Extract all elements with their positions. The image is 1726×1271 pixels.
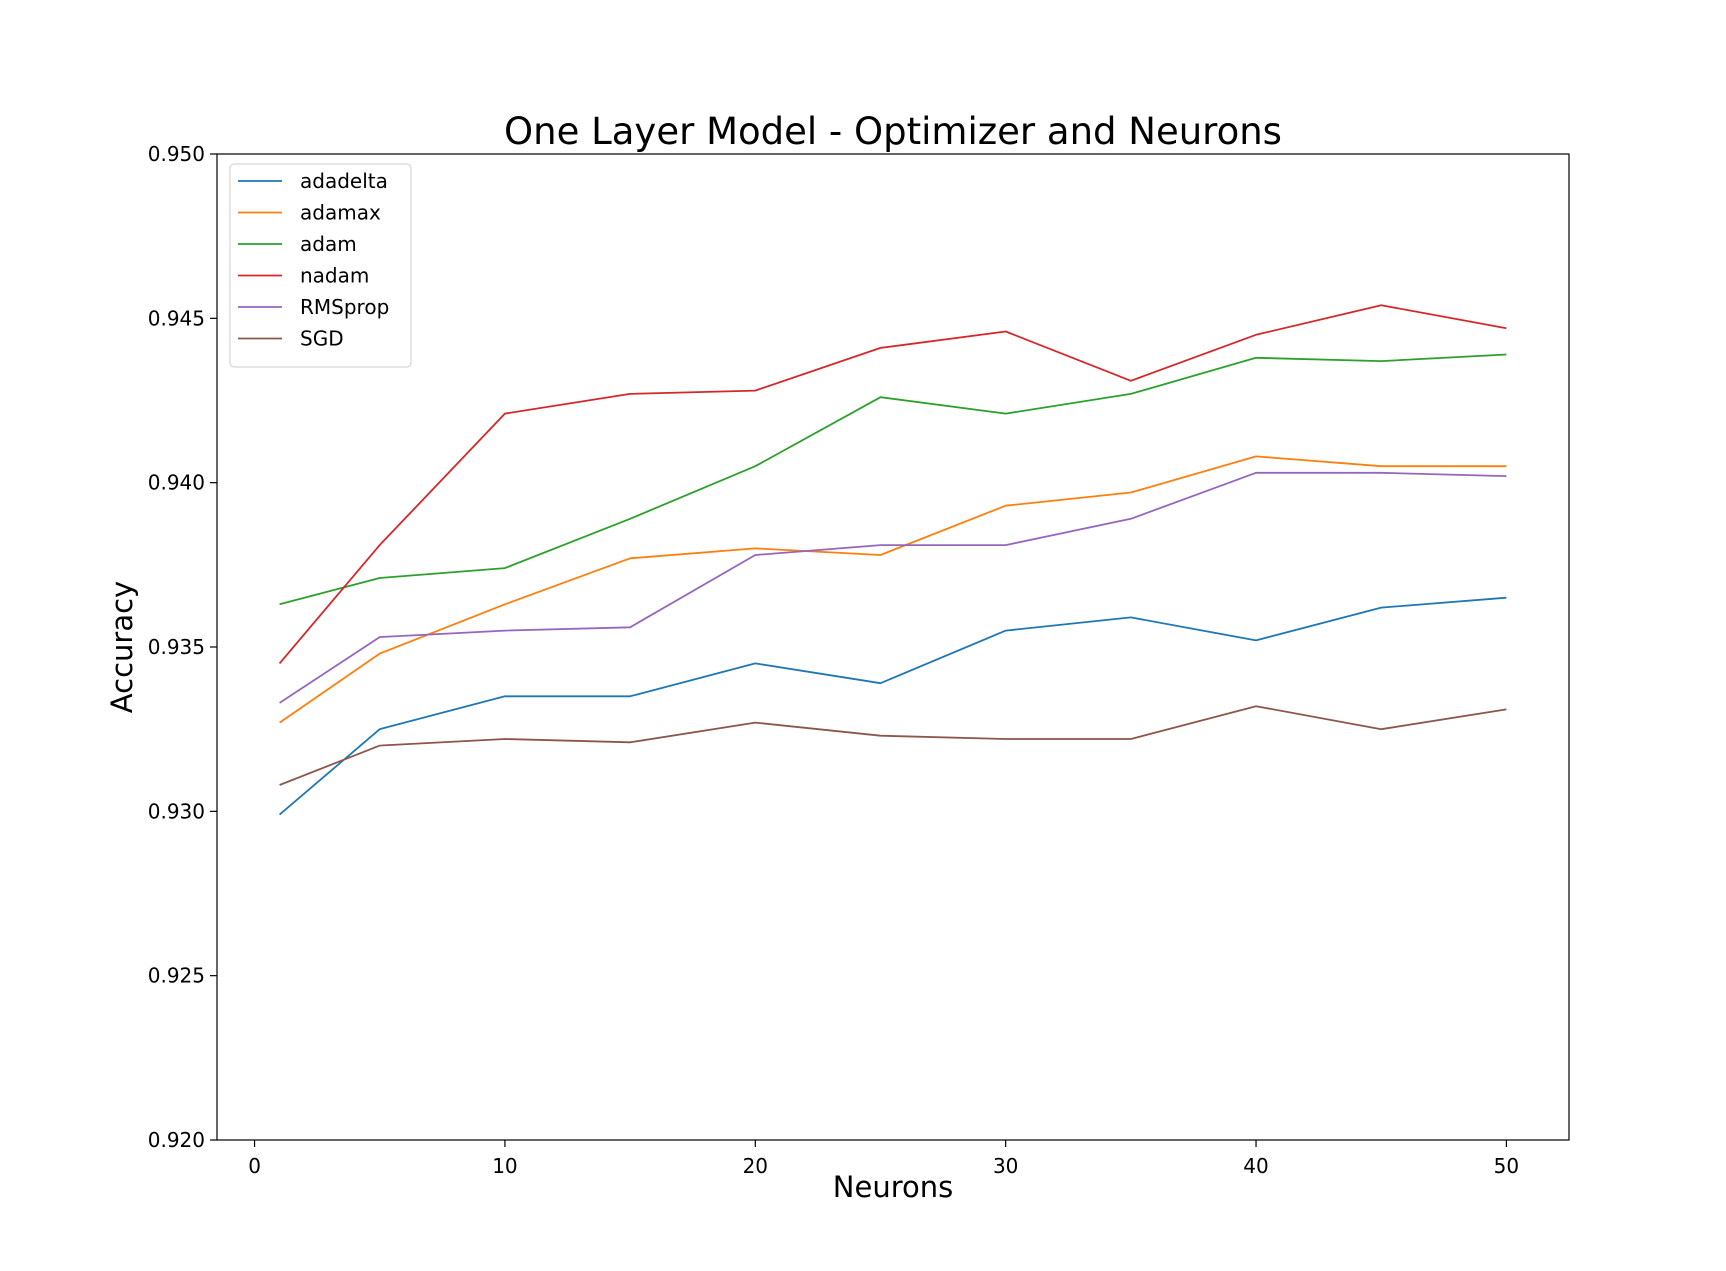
x-tick-label: 30 xyxy=(993,1154,1018,1178)
series-line-adam xyxy=(279,353,1507,606)
legend-label: adadelta xyxy=(300,169,388,193)
series-line-adamax xyxy=(279,455,1507,724)
legend-label: RMSprop xyxy=(300,295,389,319)
plot-frame xyxy=(216,153,1570,1141)
y-tick-label: 0.925 xyxy=(148,964,205,988)
series-line-sgd xyxy=(279,705,1507,786)
series-line-adadelta xyxy=(279,596,1507,816)
x-axis-ticks: 0 10 20 30 40 50 xyxy=(248,1140,1519,1178)
y-tick-label: 0.940 xyxy=(148,471,205,495)
y-tick-label: 0.945 xyxy=(148,306,205,330)
legend-box xyxy=(229,163,412,368)
y-axis-ticks: 0.920 0.925 0.930 0.935 0.940 0.945 0.950 xyxy=(148,142,217,1152)
x-tick-label: 40 xyxy=(1243,1154,1268,1178)
x-tick-label: 20 xyxy=(743,1154,768,1178)
x-axis-label: Neurons xyxy=(833,1170,953,1204)
legend-label: nadam xyxy=(300,264,369,288)
legend-label: SGD xyxy=(300,327,344,351)
x-tick-label: 0 xyxy=(248,1154,261,1178)
y-tick-label: 0.950 xyxy=(148,142,205,166)
y-tick-label: 0.920 xyxy=(148,1128,205,1152)
y-axis-label: Accuracy xyxy=(105,581,139,713)
y-tick-label: 0.935 xyxy=(148,635,205,659)
series-lines xyxy=(278,304,1507,816)
chart-title: One Layer Model - Optimizer and Neurons xyxy=(504,110,1282,153)
legend-label: adam xyxy=(300,232,357,256)
x-tick-label: 10 xyxy=(492,1154,517,1178)
series-line-nadam xyxy=(278,304,1507,664)
y-tick-label: 0.930 xyxy=(148,799,205,823)
legend-label: adamax xyxy=(300,201,381,225)
x-tick-label: 50 xyxy=(1494,1154,1519,1178)
legend: adadelta adamax adam nadam RMSprop SGD xyxy=(229,163,412,368)
series-line-rmsprop xyxy=(279,471,1507,704)
